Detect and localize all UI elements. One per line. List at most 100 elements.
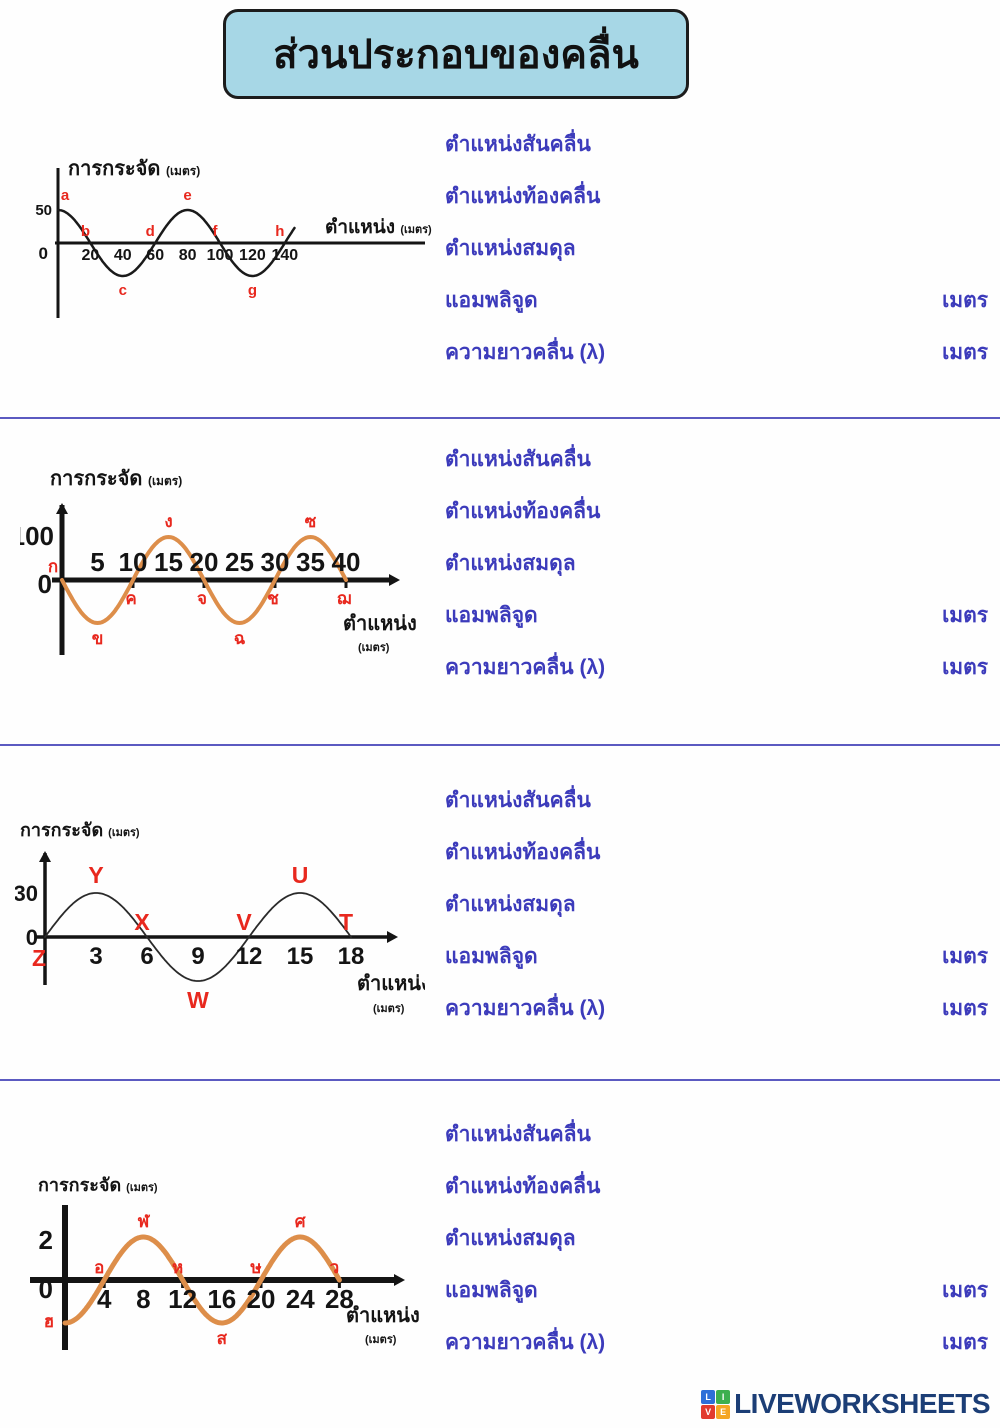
svg-text:ฮ: ฮ [44,1312,54,1331]
svg-text:d: d [146,223,155,240]
svg-text:80: 80 [179,247,197,264]
answer-input-crest-4[interactable] [590,1122,990,1150]
svg-text:ษ: ษ [250,1258,261,1277]
section-1-labels: ตำแหน่งสันคลื่น ตำแหน่งท้องคลื่น ตำแหน่ง… [445,132,990,392]
svg-text:100: 100 [207,247,234,264]
svg-text:12: 12 [236,943,263,970]
svg-text:จ: จ [197,589,207,608]
svg-text:T: T [339,909,353,935]
svg-text:15: 15 [154,547,183,577]
svg-text:30: 30 [15,881,38,906]
svg-text:30: 30 [261,547,290,577]
amplitude-row: แอมพลิจูด เมตร [445,603,990,655]
svg-text:ส: ส [217,1329,228,1348]
svg-text:(เมตร): (เมตร) [365,1334,397,1346]
amplitude-label: แอมพลิจูด [445,945,538,968]
svg-text:ศ: ศ [295,1212,307,1231]
answer-input-trough-2[interactable] [600,499,990,527]
logo-tile-v: V [701,1404,716,1419]
answer-input-trough-4[interactable] [600,1174,990,1202]
svg-text:8: 8 [136,1284,150,1314]
svg-text:0: 0 [38,569,52,599]
answer-input-crest-2[interactable] [590,447,990,475]
answer-input-wavelength-3[interactable] [605,996,943,1024]
svg-text:16: 16 [207,1284,236,1314]
svg-text:ว: ว [330,1258,340,1277]
svg-text:0: 0 [39,244,48,263]
svg-text:ช: ช [267,589,279,608]
wavelength-label: ความยาวคลื่น (λ) [445,656,606,679]
equilibrium-row: ตำแหน่งสมดุล [445,551,990,603]
trough-row: ตำแหน่งท้องคลื่น [445,499,990,551]
amplitude-row: แอมพลิจูด เมตร [445,288,990,340]
answer-input-equilibrium-3[interactable] [575,892,990,920]
section-divider [0,417,1000,419]
answer-input-equilibrium-2[interactable] [575,551,990,579]
svg-text:5: 5 [90,547,104,577]
answer-input-crest-3[interactable] [590,788,990,816]
answer-input-trough-1[interactable] [600,184,990,212]
equilibrium-row: ตำแหน่งสมดุล [445,236,990,288]
svg-text:การกระจัด (เมตร): การกระจัด (เมตร) [38,1175,158,1195]
crest-row: ตำแหน่งสันคลื่น [445,1122,990,1174]
answer-input-wavelength-2[interactable] [605,655,943,683]
amplitude-label: แอมพลิจูด [445,289,538,312]
trough-row: ตำแหน่งท้องคลื่น [445,840,990,892]
crest-row: ตำแหน่งสันคลื่น [445,447,990,499]
wavelength-label: ความยาวคลื่น (λ) [445,341,606,364]
equilibrium-row: ตำแหน่งสมดุล [445,892,990,944]
answer-input-amplitude-1[interactable] [537,288,943,316]
meter-unit: เมตร [942,656,988,679]
wavelength-label: ความยาวคลื่น (λ) [445,997,606,1020]
svg-text:ข: ข [92,629,104,648]
meter-unit: เมตร [942,1279,988,1302]
svg-text:ตำแหน่ง: ตำแหน่ง [346,1305,420,1327]
svg-text:50: 50 [35,202,52,219]
svg-text:4: 4 [97,1284,112,1314]
crest-row: ตำแหน่งสันคลื่น [445,132,990,184]
answer-input-crest-1[interactable] [590,132,990,160]
answer-input-wavelength-4[interactable] [605,1330,943,1358]
amplitude-label: แอมพลิจูด [445,604,538,627]
svg-text:0: 0 [39,1274,53,1304]
svg-text:ตำแหน่ง: ตำแหน่ง [343,613,417,635]
wavelength-row: ความยาวคลื่น (λ) เมตร [445,340,990,392]
svg-text:25: 25 [225,547,254,577]
svg-text:ตำแหน่ง (เมตร): ตำแหน่ง (เมตร) [325,217,432,238]
answer-input-equilibrium-4[interactable] [575,1226,990,1254]
svg-text:40: 40 [332,547,361,577]
svg-text:20: 20 [82,247,100,264]
trough-label: ตำแหน่งท้องคลื่น [445,841,601,864]
equilibrium-label: ตำแหน่งสมดุล [445,1227,576,1250]
answer-input-wavelength-1[interactable] [605,340,943,368]
meter-unit: เมตร [942,604,988,627]
svg-text:140: 140 [271,247,298,264]
svg-text:35: 35 [296,547,325,577]
svg-text:h: h [275,223,284,240]
answer-input-amplitude-4[interactable] [537,1278,943,1306]
answer-input-amplitude-2[interactable] [537,603,943,631]
liveworksheets-logo[interactable]: L I V E LIVEWORKSHEETS [701,1388,990,1420]
svg-text:3: 3 [89,943,102,970]
svg-text:X: X [134,909,150,935]
svg-text:g: g [248,282,257,299]
liveworksheets-tiles-icon: L I V E [701,1389,731,1419]
svg-text:f: f [213,223,219,240]
crest-label: ตำแหน่งสันคลื่น [445,448,591,471]
svg-text:ง: ง [164,512,172,531]
svg-text:ซ: ซ [305,512,317,531]
answer-input-amplitude-3[interactable] [537,944,943,972]
svg-text:การกระจัด (เมตร): การกระจัด (เมตร) [20,820,140,840]
section-4-labels: ตำแหน่งสันคลื่น ตำแหน่งท้องคลื่น ตำแหน่ง… [445,1122,990,1382]
answer-input-equilibrium-1[interactable] [575,236,990,264]
svg-text:15: 15 [287,943,314,970]
svg-text:24: 24 [286,1284,315,1314]
equilibrium-label: ตำแหน่งสมดุล [445,552,576,575]
svg-text:การกระจัด (เมตร): การกระจัด (เมตร) [68,158,200,180]
svg-text:การกระจัด (เมตร): การกระจัด (เมตร) [50,468,182,490]
trough-label: ตำแหน่งท้องคลื่น [445,1175,601,1198]
answer-input-trough-3[interactable] [600,840,990,868]
amplitude-label: แอมพลิจูด [445,1279,538,1302]
svg-text:Z: Z [32,945,46,971]
